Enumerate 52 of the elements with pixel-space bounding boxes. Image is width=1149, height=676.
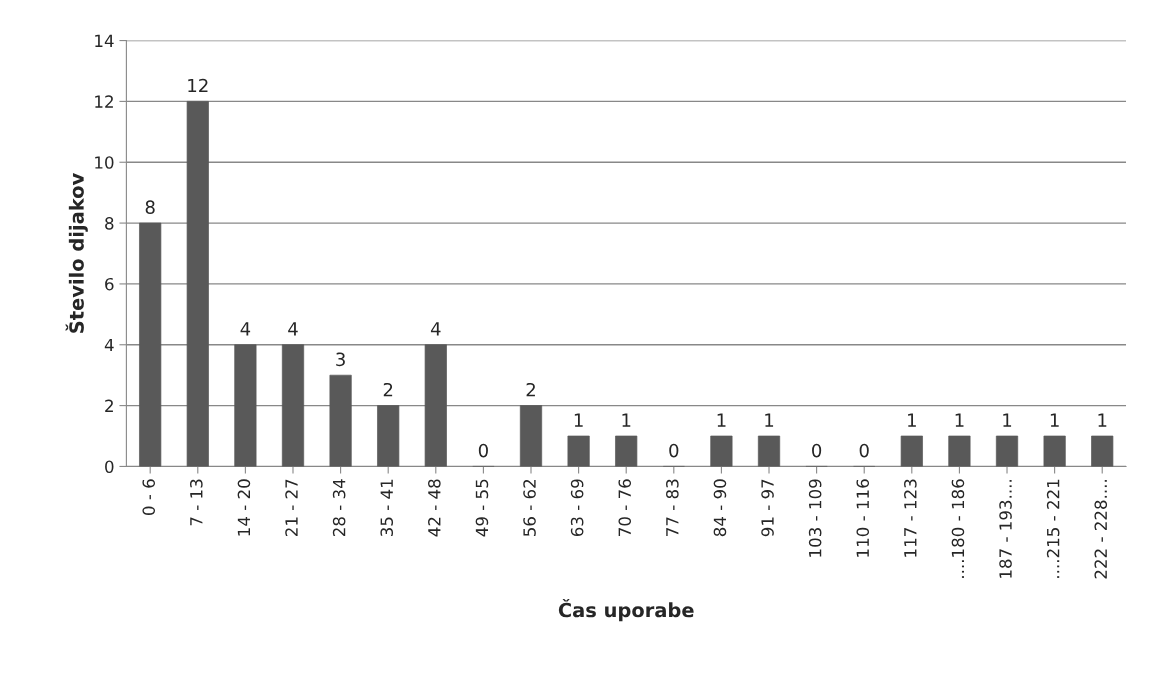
- data-label: 12: [188, 78, 208, 93]
- x-tick-label: 103 - 109: [808, 479, 822, 557]
- data-label: 1: [765, 413, 774, 427]
- x-tick-label: ....215 - 221: [1046, 479, 1060, 578]
- x-tick-label: 70 - 76: [618, 479, 632, 536]
- data-label: 1: [574, 413, 583, 427]
- data-label: 1: [1098, 413, 1107, 427]
- y-tick-label: 0: [105, 460, 114, 474]
- data-label: 4: [288, 322, 298, 336]
- x-tick-label: 110 - 116: [856, 479, 870, 557]
- data-label: 4: [240, 322, 251, 336]
- x-tick-label: 56 - 62: [523, 479, 536, 536]
- y-tick-label: 14: [95, 34, 114, 47]
- y-tick-label: 12: [95, 95, 113, 108]
- data-label: 1: [622, 413, 631, 427]
- x-tick-label: 91 - 97: [761, 479, 774, 537]
- data-label: 2: [526, 382, 535, 397]
- x-tick-label: 84 - 90: [713, 479, 727, 537]
- x-tick-label: 42 - 48: [428, 479, 441, 537]
- data-label: 0: [478, 443, 488, 458]
- data-label: 1: [717, 413, 726, 427]
- x-tick-label: 0 - 6: [142, 479, 156, 515]
- data-label: 1: [1050, 413, 1059, 427]
- x-tick-label: 187 - 193....: [999, 480, 1012, 578]
- x-tick-label: 117 - 123: [904, 479, 917, 557]
- x-tick-label: 7 - 13: [190, 479, 203, 526]
- y-axis-title: Število dijakov: [65, 173, 88, 333]
- y-tick-label: 6: [105, 277, 114, 291]
- data-label: 2: [383, 382, 393, 397]
- data-label: 4: [430, 322, 441, 336]
- data-label: 0: [859, 443, 869, 458]
- x-tick-label: 222 - 228....: [1094, 480, 1108, 579]
- data-label: 8: [145, 200, 155, 215]
- x-tick-label: 35 - 41: [380, 479, 394, 536]
- x-tick-label: 21 - 27: [285, 479, 298, 537]
- y-tick-label: 8: [105, 217, 114, 230]
- data-label: 0: [669, 443, 679, 458]
- x-tick-label: 63 - 69: [570, 479, 584, 537]
- data-label: 1: [908, 413, 916, 427]
- x-tick-label: 14 - 20: [237, 479, 251, 536]
- x-axis-title: Čas uporabe: [558, 599, 694, 622]
- data-label: 0: [812, 443, 822, 458]
- data-label: 1: [1003, 413, 1012, 427]
- x-tick-label: 49 - 55: [475, 479, 489, 537]
- x-tick-label: ....180 - 186: [951, 479, 965, 578]
- x-tick-label: 77 - 83: [666, 479, 679, 536]
- y-tick-label: 4: [104, 338, 114, 352]
- data-label: 3: [336, 352, 345, 367]
- data-label: 1: [955, 413, 964, 427]
- x-tick-label: 28 - 34: [332, 479, 346, 537]
- y-tick-label: 10: [95, 156, 114, 169]
- y-tick-label: 2: [105, 399, 113, 412]
